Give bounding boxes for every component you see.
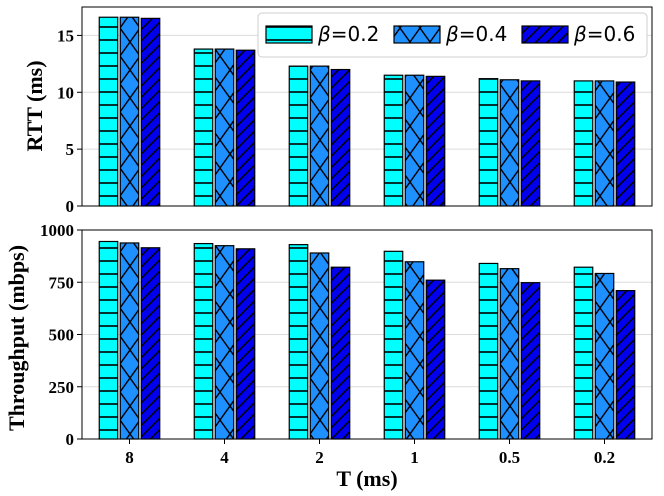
throughput-bar-beta-0-6-T-8 <box>140 247 161 440</box>
throughput-y-axis-label: Throughput (mbps) <box>4 245 29 431</box>
rtt-bar-beta-0-2-T-2 <box>288 65 309 207</box>
legend-swatch-0-2 <box>265 25 313 44</box>
x-tick-label: 0.5 <box>499 448 520 467</box>
throughput-bar-beta-0-6-T-0_2 <box>615 290 636 440</box>
rtt-bar-beta-0-2-T-8 <box>98 16 119 207</box>
rtt-y-tick-label: 15 <box>57 26 74 45</box>
rtt-bar-beta-0-6-T-2 <box>330 68 351 207</box>
rtt-bar-beta-0-6-T-8 <box>140 17 161 207</box>
svg-text:β=0.4: β=0.4 <box>445 22 507 46</box>
legend-entry-0-6: β=0.6 <box>521 22 635 46</box>
throughput-y-tick-label: 0 <box>66 430 75 449</box>
throughput-y-tick-label: 1000 <box>40 221 74 240</box>
throughput-y-ticks: 0 250 500 750 1000 <box>40 221 82 449</box>
rtt-bar-beta-0-4-T-0_2 <box>594 80 615 207</box>
throughput-bar-beta-0-6-T-1 <box>425 279 446 440</box>
rtt-bar-beta-0-6-T-4 <box>235 49 256 207</box>
svg-text:β=0.6: β=0.6 <box>573 22 635 46</box>
rtt-y-ticks: 0 5 10 15 <box>57 26 82 216</box>
throughput-bar-beta-0-2-T-4 <box>193 242 214 440</box>
rtt-bar-beta-0-2-T-1 <box>383 74 404 207</box>
legend-swatch-0-6 <box>521 25 569 44</box>
throughput-bar-beta-0-2-T-8 <box>98 240 119 440</box>
x-axis-label: T (ms) <box>336 466 397 491</box>
x-tick-label: 1 <box>410 448 419 467</box>
legend-label-0-2: =0.2 <box>331 22 380 46</box>
throughput-bar-beta-0-4-T-2 <box>309 252 330 440</box>
rtt-y-axis-label: RTT (ms) <box>22 60 47 151</box>
throughput-bar-beta-0-4-T-0_5 <box>499 268 520 440</box>
throughput-panel: 0 250 500 750 1000 8 4 2 1 0.5 0.2 Throughput (mb… <box>4 221 653 491</box>
throughput-plot-border <box>81 229 653 440</box>
rtt-bar-beta-0-4-T-2 <box>309 65 330 207</box>
throughput-bar-beta-0-4-T-0_2 <box>594 272 615 440</box>
throughput-y-tick-label: 500 <box>49 326 75 345</box>
rtt-plot-border <box>81 6 653 207</box>
throughput-y-tick-label: 250 <box>49 378 75 397</box>
legend-swatch-0-4 <box>393 25 441 44</box>
rtt-bar-beta-0-4-T-0_5 <box>499 79 520 207</box>
throughput-bar-beta-0-6-T-4 <box>235 248 256 440</box>
legend-beta-symbol: β <box>573 22 587 46</box>
x-tick-label: 2 <box>315 448 324 467</box>
throughput-bar-beta-0-4-T-8 <box>119 242 140 440</box>
rtt-bar-beta-0-4-T-4 <box>214 48 235 207</box>
throughput-bar-beta-0-4-T-4 <box>214 245 235 440</box>
rtt-y-tick-label: 10 <box>57 83 74 102</box>
legend-beta-symbol: β <box>317 22 331 46</box>
rtt-bar-beta-0-6-T-1 <box>425 75 446 207</box>
rtt-bar-beta-0-6-T-0_5 <box>520 80 541 207</box>
rtt-y-tick-label: 0 <box>66 197 75 216</box>
throughput-y-tick-label: 750 <box>49 273 75 292</box>
legend-entry-0-4: β=0.4 <box>393 22 507 46</box>
svg-text:β=0.2: β=0.2 <box>317 22 379 46</box>
rtt-bar-beta-0-2-T-0_5 <box>478 78 499 207</box>
rtt-y-tick-label: 5 <box>66 140 75 159</box>
throughput-bar-beta-0-4-T-1 <box>404 261 425 440</box>
x-tick-labels: 8 4 2 1 0.5 0.2 <box>125 439 615 467</box>
rtt-bar-beta-0-2-T-4 <box>193 48 214 207</box>
legend-frame <box>257 12 648 58</box>
legend-beta-symbol: β <box>445 22 459 46</box>
throughput-bar-beta-0-2-T-0_2 <box>573 266 594 440</box>
rtt-bar-beta-0-2-T-0_2 <box>573 80 594 207</box>
legend-label-0-6: =0.6 <box>587 22 636 46</box>
throughput-bar-beta-0-2-T-0_5 <box>478 262 499 440</box>
rtt-bars <box>98 16 636 207</box>
x-tick-label: 0.2 <box>594 448 615 467</box>
throughput-bar-beta-0-2-T-1 <box>383 250 404 440</box>
x-tick-label: 4 <box>220 448 229 467</box>
throughput-bar-beta-0-6-T-2 <box>330 266 351 440</box>
rtt-bar-beta-0-4-T-1 <box>404 74 425 207</box>
legend-label-0-4: =0.4 <box>459 22 508 46</box>
throughput-bar-beta-0-2-T-2 <box>288 244 309 440</box>
rtt-bar-beta-0-6-T-0_2 <box>615 81 636 207</box>
legend-entry-0-2: β=0.2 <box>265 22 379 46</box>
x-tick-label: 8 <box>125 448 134 467</box>
rtt-bar-beta-0-4-T-8 <box>119 16 140 207</box>
throughput-bar-beta-0-6-T-0_5 <box>520 282 541 440</box>
legend: β=0.2 β=0.4 β=0.6 <box>257 12 648 58</box>
